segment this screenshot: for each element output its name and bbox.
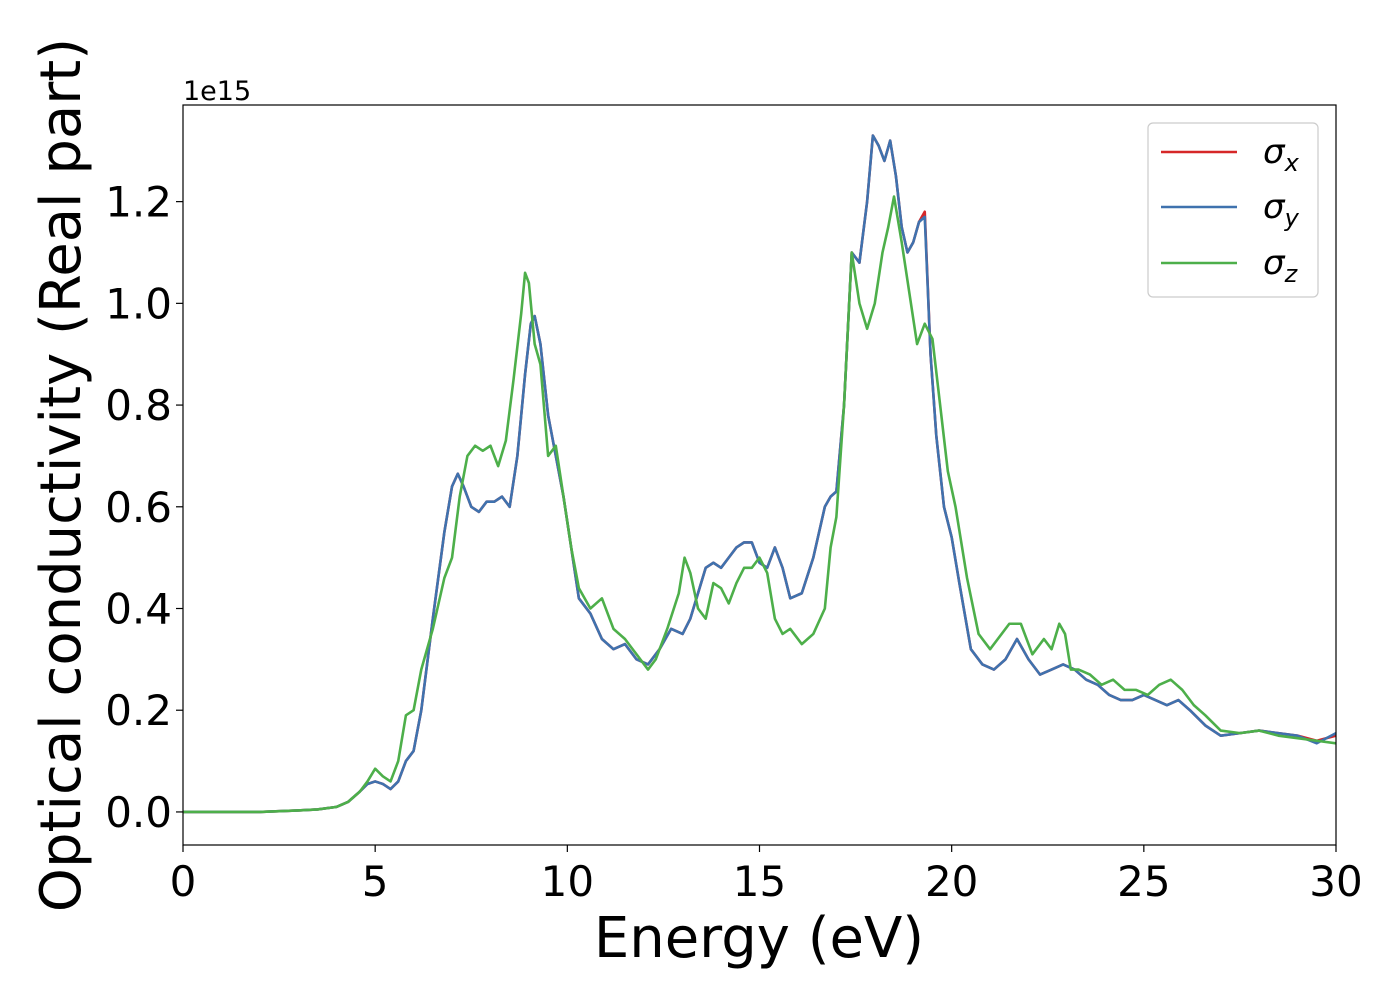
legend-box bbox=[1147, 122, 1319, 298]
x-axis-label: Energy (eV) bbox=[594, 906, 924, 971]
y-tick-label: 0.8 bbox=[105, 381, 172, 430]
x-tick-label: 20 bbox=[925, 857, 978, 906]
plot-area bbox=[183, 105, 1336, 845]
series-layer bbox=[183, 134, 1336, 814]
axes-background bbox=[183, 105, 1336, 845]
y-tick-label: 1.0 bbox=[105, 279, 172, 328]
legend: σx σy σz bbox=[1147, 122, 1319, 298]
y-axis-label: Optical conductivity (Real part) bbox=[29, 38, 94, 912]
y-tick-label: 0.4 bbox=[105, 585, 172, 634]
legend-label-y: σy bbox=[1263, 187, 1300, 232]
x-tick-label: 30 bbox=[1309, 857, 1362, 906]
x-tick-label: 5 bbox=[362, 857, 389, 906]
y-tick-label: 0.2 bbox=[105, 686, 172, 735]
x-tick-label: 0 bbox=[170, 857, 197, 906]
legend-label-z: σz bbox=[1263, 243, 1299, 288]
y-tick-label: 0.0 bbox=[105, 788, 172, 837]
x-tick-label: 15 bbox=[733, 857, 786, 906]
x-tick-label: 25 bbox=[1117, 857, 1170, 906]
x-tick-label: 10 bbox=[541, 857, 594, 906]
legend-label-x: σx bbox=[1263, 132, 1300, 177]
y-tick-label: 1.2 bbox=[105, 178, 172, 227]
y-axis-ticks: 0.0 0.2 0.4 0.6 0.8 1.0 1.2 bbox=[105, 178, 183, 837]
y-tick-label: 0.6 bbox=[105, 483, 172, 532]
series-line-2 bbox=[183, 195, 1336, 814]
y-axis-offset-text: 1e15 bbox=[183, 76, 251, 107]
x-axis-ticks: 0 5 10 15 20 25 30 bbox=[170, 845, 1363, 906]
